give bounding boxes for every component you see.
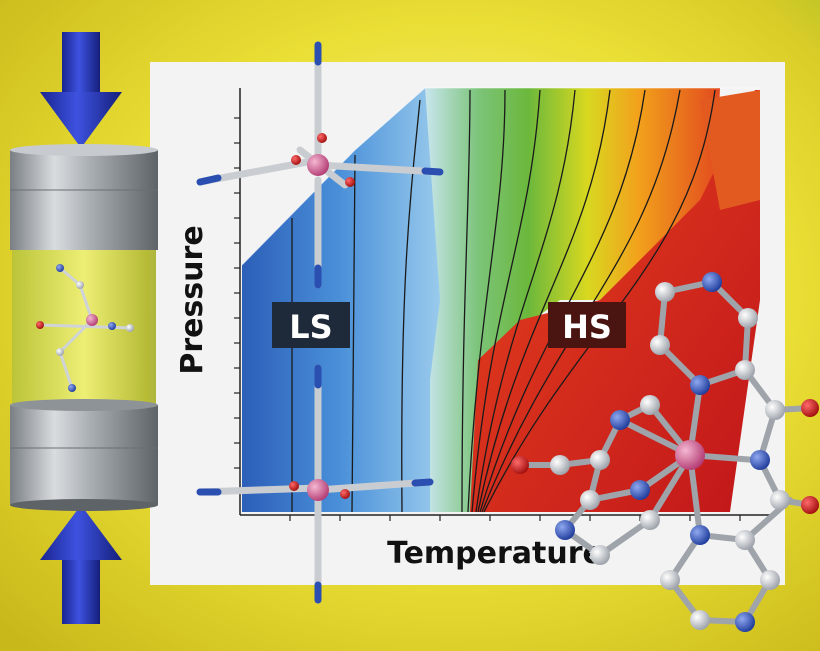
contour-lines xyxy=(291,89,716,513)
ls-region xyxy=(242,88,460,512)
x-ticks xyxy=(289,515,741,521)
down-arrow-icon xyxy=(40,32,122,148)
corner-glow xyxy=(700,0,820,120)
contour-line xyxy=(481,89,681,513)
atoms xyxy=(511,272,819,632)
ls-label-box xyxy=(272,302,350,348)
contour-line xyxy=(477,89,611,513)
cylinder-bottom xyxy=(10,405,158,505)
pressure-cell xyxy=(10,32,158,624)
y-axis-label: Pressure xyxy=(175,225,210,374)
ls-molecule-top xyxy=(196,41,444,289)
contour-line xyxy=(475,89,576,513)
contour-line xyxy=(483,89,716,513)
contour-line xyxy=(467,89,506,513)
x-axis-label: Temperature xyxy=(387,536,603,571)
cylinder-icon xyxy=(10,150,158,250)
contour-line xyxy=(471,89,541,513)
hs-label: HS xyxy=(562,308,612,346)
phase-diagram: Temperature Pressure LS HS xyxy=(175,87,770,571)
hs-label-box xyxy=(548,302,626,348)
hs-region-top xyxy=(700,90,760,210)
contour-line xyxy=(351,154,356,513)
contour-line xyxy=(479,89,646,513)
hs-region xyxy=(470,90,760,512)
ls-label: LS xyxy=(289,308,332,346)
hs-molecule xyxy=(511,272,819,632)
contour-line xyxy=(461,89,471,513)
upper-boundary xyxy=(241,87,760,266)
up-arrow-icon xyxy=(40,505,122,624)
y-ticks xyxy=(234,117,240,494)
axes xyxy=(239,88,770,516)
contour-line xyxy=(401,99,421,513)
ls-molecule-bottom xyxy=(196,364,434,604)
